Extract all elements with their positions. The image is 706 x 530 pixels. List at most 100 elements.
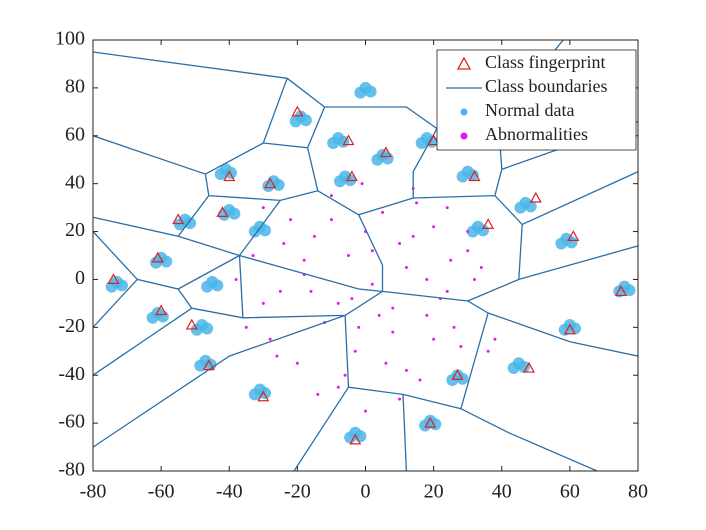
legend-box — [436, 49, 637, 151]
legend-label: Abnormalities — [485, 124, 588, 144]
data-point — [251, 254, 255, 257]
data-point — [452, 325, 456, 329]
data-point — [493, 337, 497, 341]
y-tick-label: 40 — [65, 171, 85, 193]
x-tick-label: 20 — [424, 481, 444, 503]
data-point — [234, 277, 238, 281]
x-tick-label: 40 — [492, 481, 512, 503]
data-point — [261, 301, 265, 305]
x-tick-label: -20 — [284, 481, 311, 503]
data-point — [353, 349, 357, 353]
fingerprint-marker — [424, 416, 437, 428]
data-point — [275, 354, 279, 358]
fingerprint-marker — [345, 170, 358, 182]
data-point — [278, 289, 282, 293]
data-point — [425, 277, 429, 281]
data-point — [370, 249, 374, 253]
fingerprint-marker — [482, 218, 495, 229]
data-point — [268, 337, 272, 341]
fingerprint-marker — [522, 361, 536, 373]
fingerprint-marker — [151, 251, 164, 263]
data-point — [160, 255, 173, 268]
data-point — [201, 322, 214, 335]
fingerprint-marker — [216, 206, 229, 217]
y-tick-label: -60 — [58, 411, 85, 433]
fingerprint-marker — [427, 134, 440, 146]
data-point — [391, 330, 395, 334]
data-point — [224, 166, 237, 179]
data-point — [517, 360, 530, 373]
y-tick-label: 0 — [75, 267, 85, 289]
data-point — [289, 218, 293, 222]
boundary-line — [93, 40, 638, 471]
axes: -80 -60 -40 -20 0 20 40 60 80 -80 -60 -40 -20 0 20 40 60… — [55, 28, 648, 503]
data-point — [404, 265, 408, 269]
data-point — [259, 224, 272, 237]
fingerprint-marker — [185, 318, 198, 330]
data-point — [404, 368, 408, 372]
fingerprint-marker — [567, 230, 580, 241]
fingerprint-marker — [172, 213, 185, 225]
legend-icon — [460, 132, 468, 140]
data-point — [445, 206, 449, 210]
data-point — [568, 322, 581, 335]
data-point — [309, 289, 313, 293]
fingerprint-marker — [451, 368, 464, 380]
data-point — [398, 397, 402, 401]
data-point — [381, 152, 394, 165]
data-point — [565, 236, 578, 249]
data-point — [357, 325, 361, 329]
fingerprint-marker — [202, 359, 215, 371]
y-tick-label: -40 — [58, 363, 85, 385]
data-point — [360, 182, 364, 186]
legend-label: Class fingerprint — [485, 52, 605, 72]
data-point — [623, 284, 636, 297]
x-tick-label: -40 — [216, 481, 243, 503]
x-tick-label: -80 — [80, 481, 107, 503]
data-point — [477, 224, 490, 237]
data-point — [346, 254, 350, 257]
data-point — [391, 306, 395, 310]
x-tick-label: -60 — [148, 481, 175, 503]
data-point — [425, 313, 429, 317]
fingerprint-marker — [155, 304, 168, 316]
data-point — [184, 217, 197, 230]
data-point — [228, 207, 241, 220]
fingerprint-marker — [379, 146, 392, 158]
fingerprint-marker — [349, 433, 362, 445]
y-tick-label: 20 — [65, 219, 85, 241]
y-tick-label: 100 — [55, 28, 85, 50]
legend-label: Class boundaries — [485, 76, 607, 96]
x-tick-label: 0 — [361, 481, 371, 503]
fingerprint-marker — [291, 105, 304, 117]
data-point — [381, 210, 385, 214]
data-point — [336, 301, 340, 305]
legend-label: Normal data — [485, 100, 574, 120]
data-point — [272, 178, 285, 191]
data-point — [398, 242, 402, 246]
data-point — [282, 242, 286, 246]
x-tick-label: 60 — [560, 481, 580, 503]
plot-area — [93, 40, 638, 471]
legend: Class fingerprint Class boundaries Normal … — [436, 49, 637, 151]
y-tick-label: 80 — [65, 75, 85, 97]
data-point — [364, 85, 377, 98]
data-point — [432, 337, 436, 341]
data-point — [415, 201, 419, 205]
data-point — [377, 313, 381, 317]
fingerprint-marker — [614, 285, 627, 297]
y-tick-label: -80 — [58, 459, 85, 481]
y-tick-label: -20 — [58, 315, 85, 337]
data-point — [316, 392, 320, 396]
data-point — [115, 279, 128, 292]
data-point — [466, 230, 470, 234]
data-point — [211, 279, 224, 292]
fingerprint-marker — [529, 191, 542, 203]
data-point — [432, 225, 436, 229]
data-point — [449, 258, 453, 262]
data-point — [418, 378, 422, 382]
y-tick-label: 60 — [65, 123, 85, 145]
legend-icon — [460, 108, 468, 116]
fingerprint-marker — [468, 170, 481, 182]
